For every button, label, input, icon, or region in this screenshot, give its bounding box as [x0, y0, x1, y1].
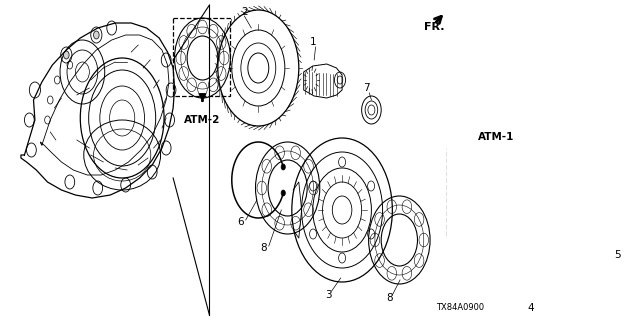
Text: TX84A0900: TX84A0900: [436, 303, 484, 312]
Circle shape: [593, 261, 602, 275]
Text: 8: 8: [260, 243, 268, 253]
Circle shape: [63, 51, 69, 59]
Text: 8: 8: [387, 293, 393, 303]
Bar: [447, 148, 520, 238]
Text: 1: 1: [310, 37, 316, 47]
Text: ATM-1: ATM-1: [477, 132, 514, 142]
Text: 7: 7: [364, 83, 370, 93]
Circle shape: [281, 190, 285, 196]
Text: 3: 3: [325, 290, 332, 300]
Text: 2: 2: [241, 7, 248, 17]
Text: ATM-2: ATM-2: [184, 115, 221, 125]
Bar: [173, 18, 230, 96]
Text: FR.: FR.: [424, 22, 445, 32]
Text: 5: 5: [614, 250, 621, 260]
Text: 4: 4: [527, 303, 534, 313]
Circle shape: [93, 31, 99, 39]
Circle shape: [281, 164, 285, 170]
Text: 6: 6: [237, 217, 244, 227]
